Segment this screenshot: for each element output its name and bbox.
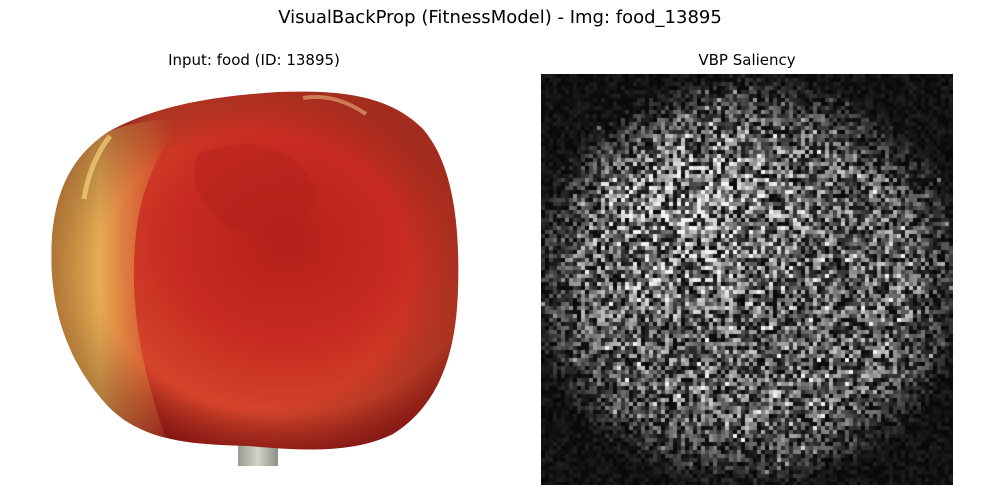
- apple-image: [48, 74, 460, 485]
- input-panel-title: Input: food (ID: 13895): [168, 51, 340, 69]
- saliency-panel-title: VBP Saliency: [698, 51, 796, 69]
- apple-body-shape: [51, 91, 459, 450]
- saliency-map-panel: [541, 74, 953, 485]
- input-image-panel: [48, 74, 460, 485]
- saliency-map: [541, 74, 953, 485]
- figure-title: VisualBackProp (FitnessModel) - Img: foo…: [278, 7, 722, 28]
